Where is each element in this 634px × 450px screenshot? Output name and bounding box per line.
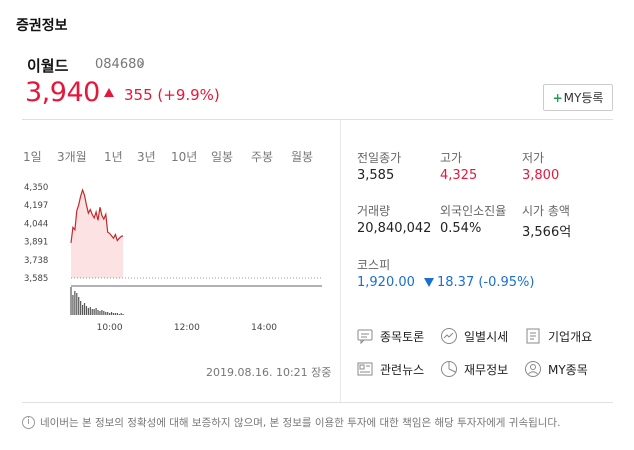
current-price: 3,940	[25, 77, 100, 108]
volume-bar	[120, 313, 122, 315]
volume-bar	[85, 306, 88, 315]
volume-bar	[70, 287, 72, 315]
document-icon	[526, 328, 540, 344]
y-tick-label: 4,197	[24, 201, 48, 211]
volume-bar	[74, 291, 76, 315]
y-tick-label: 3,738	[24, 256, 48, 266]
price-area	[71, 190, 124, 278]
prev-close-label: 전일종가	[357, 151, 402, 165]
volume-bar	[99, 311, 101, 315]
volume-bar	[101, 310, 103, 315]
volume-bar	[112, 313, 115, 315]
foreign-ratio-value: 0.54%	[440, 221, 482, 236]
stock-code[interactable]: 084680	[95, 57, 145, 72]
plus-icon: +	[552, 90, 563, 105]
down-arrow-icon	[424, 278, 434, 287]
volume-bar	[97, 310, 99, 315]
company-overview-label: 기업개요	[548, 329, 593, 344]
volume-bar	[78, 297, 80, 315]
volume-bar	[105, 312, 107, 315]
info-icon: i	[22, 416, 35, 429]
my-stocks-label: MY종목	[548, 362, 588, 377]
related-news-link[interactable]: 관련뉴스	[356, 360, 424, 378]
user-icon	[525, 361, 541, 377]
financials-link[interactable]: 재무정보	[440, 360, 508, 378]
volume-bar	[72, 295, 74, 315]
up-arrow-icon	[104, 88, 114, 97]
my-register-label: MY등록	[563, 91, 604, 105]
tab-10year[interactable]: 10년	[171, 150, 198, 164]
disclaimer-text: 네이버는 본 정보의 정확성에 대해 보증하지 않으며, 본 정보를 이용한 투…	[40, 417, 561, 429]
market-cap-value: 3,566억	[522, 225, 572, 240]
divider	[22, 402, 613, 403]
volume-bar	[107, 312, 109, 315]
daily-quotes-link[interactable]: 일별시세	[440, 327, 508, 345]
volume-bar	[110, 312, 113, 315]
intraday-chart[interactable]: 4,350 4,197 4,044 3,891 3,738 3,585 10:00 12:0…	[22, 175, 327, 335]
low-value: 3,800	[522, 168, 560, 183]
discussion-label: 종목토론	[380, 329, 425, 344]
volume-bar	[118, 314, 120, 315]
my-stocks-link[interactable]: MY종목	[524, 360, 588, 378]
divider	[340, 120, 341, 402]
y-tick-label: 3,891	[24, 238, 48, 248]
volume-label: 거래량	[357, 204, 391, 218]
divider	[22, 119, 613, 120]
volume-bar	[103, 311, 105, 315]
market-cap-label: 시가 총액	[522, 204, 570, 218]
y-tick-label: 4,044	[24, 219, 48, 229]
volume-value: 20,840,042	[357, 221, 432, 236]
disclaimer: i 네이버는 본 정보의 정확성에 대해 보증하지 않으며, 본 정보를 이용한…	[22, 415, 560, 430]
y-tick-label: 4,350	[24, 183, 48, 193]
volume-bar	[87, 308, 89, 315]
volume-bar	[89, 307, 91, 315]
tab-daily-candle[interactable]: 일봉	[211, 150, 234, 164]
x-tick-label: 10:00	[97, 323, 123, 333]
volume-bar	[122, 314, 124, 315]
index-change: 18.37 (-0.95%)	[437, 275, 535, 290]
volume-bar	[114, 313, 117, 315]
chevron-right-icon[interactable]: ›	[138, 54, 144, 72]
trend-icon	[441, 328, 457, 344]
related-news-label: 관련뉴스	[380, 362, 425, 377]
financials-label: 재무정보	[464, 362, 509, 377]
high-value: 4,325	[440, 168, 478, 183]
volume-bar	[91, 309, 93, 315]
tab-monthly-candle[interactable]: 월봉	[291, 150, 314, 164]
price-change: 355 (+9.9%)	[124, 86, 220, 104]
volume-bar	[109, 313, 111, 315]
tab-3month[interactable]: 3개월	[57, 150, 87, 164]
y-tick-label: 3,585	[24, 274, 48, 284]
index-label[interactable]: 코스피	[357, 258, 391, 272]
volume-bar	[76, 293, 78, 315]
daily-quotes-label: 일별시세	[464, 329, 509, 344]
index-value: 1,920.00	[357, 275, 415, 290]
volume-bar	[95, 308, 97, 315]
volume-bar	[80, 301, 82, 315]
low-label: 저가	[522, 151, 545, 165]
price-line	[70, 188, 124, 243]
timestamp: 2019.08.16. 10:21 장중	[206, 366, 332, 379]
tab-3year[interactable]: 3년	[137, 150, 156, 164]
tab-weekly-candle[interactable]: 주봉	[251, 150, 274, 164]
section-title: 증권정보	[16, 18, 68, 34]
volume-bar	[116, 313, 118, 315]
pie-chart-icon	[441, 361, 457, 377]
news-icon	[357, 362, 373, 376]
tab-1year[interactable]: 1년	[104, 150, 123, 164]
company-overview-link[interactable]: 기업개요	[524, 327, 592, 345]
prev-close-value: 3,585	[357, 168, 395, 183]
x-tick-label: 14:00	[251, 323, 277, 333]
tab-1day[interactable]: 1일	[23, 150, 42, 164]
volume-bar	[83, 303, 86, 315]
volume-bar	[93, 309, 95, 315]
my-register-button[interactable]: + MY등록	[543, 84, 613, 111]
high-label: 고가	[440, 151, 463, 165]
chat-icon	[357, 329, 373, 345]
foreign-ratio-label: 외국인소진율	[440, 204, 507, 218]
x-tick-label: 12:00	[174, 323, 200, 333]
stock-name[interactable]: 이월드	[27, 57, 69, 75]
volume-bar	[81, 305, 84, 315]
discussion-link[interactable]: 종목토론	[356, 327, 424, 345]
